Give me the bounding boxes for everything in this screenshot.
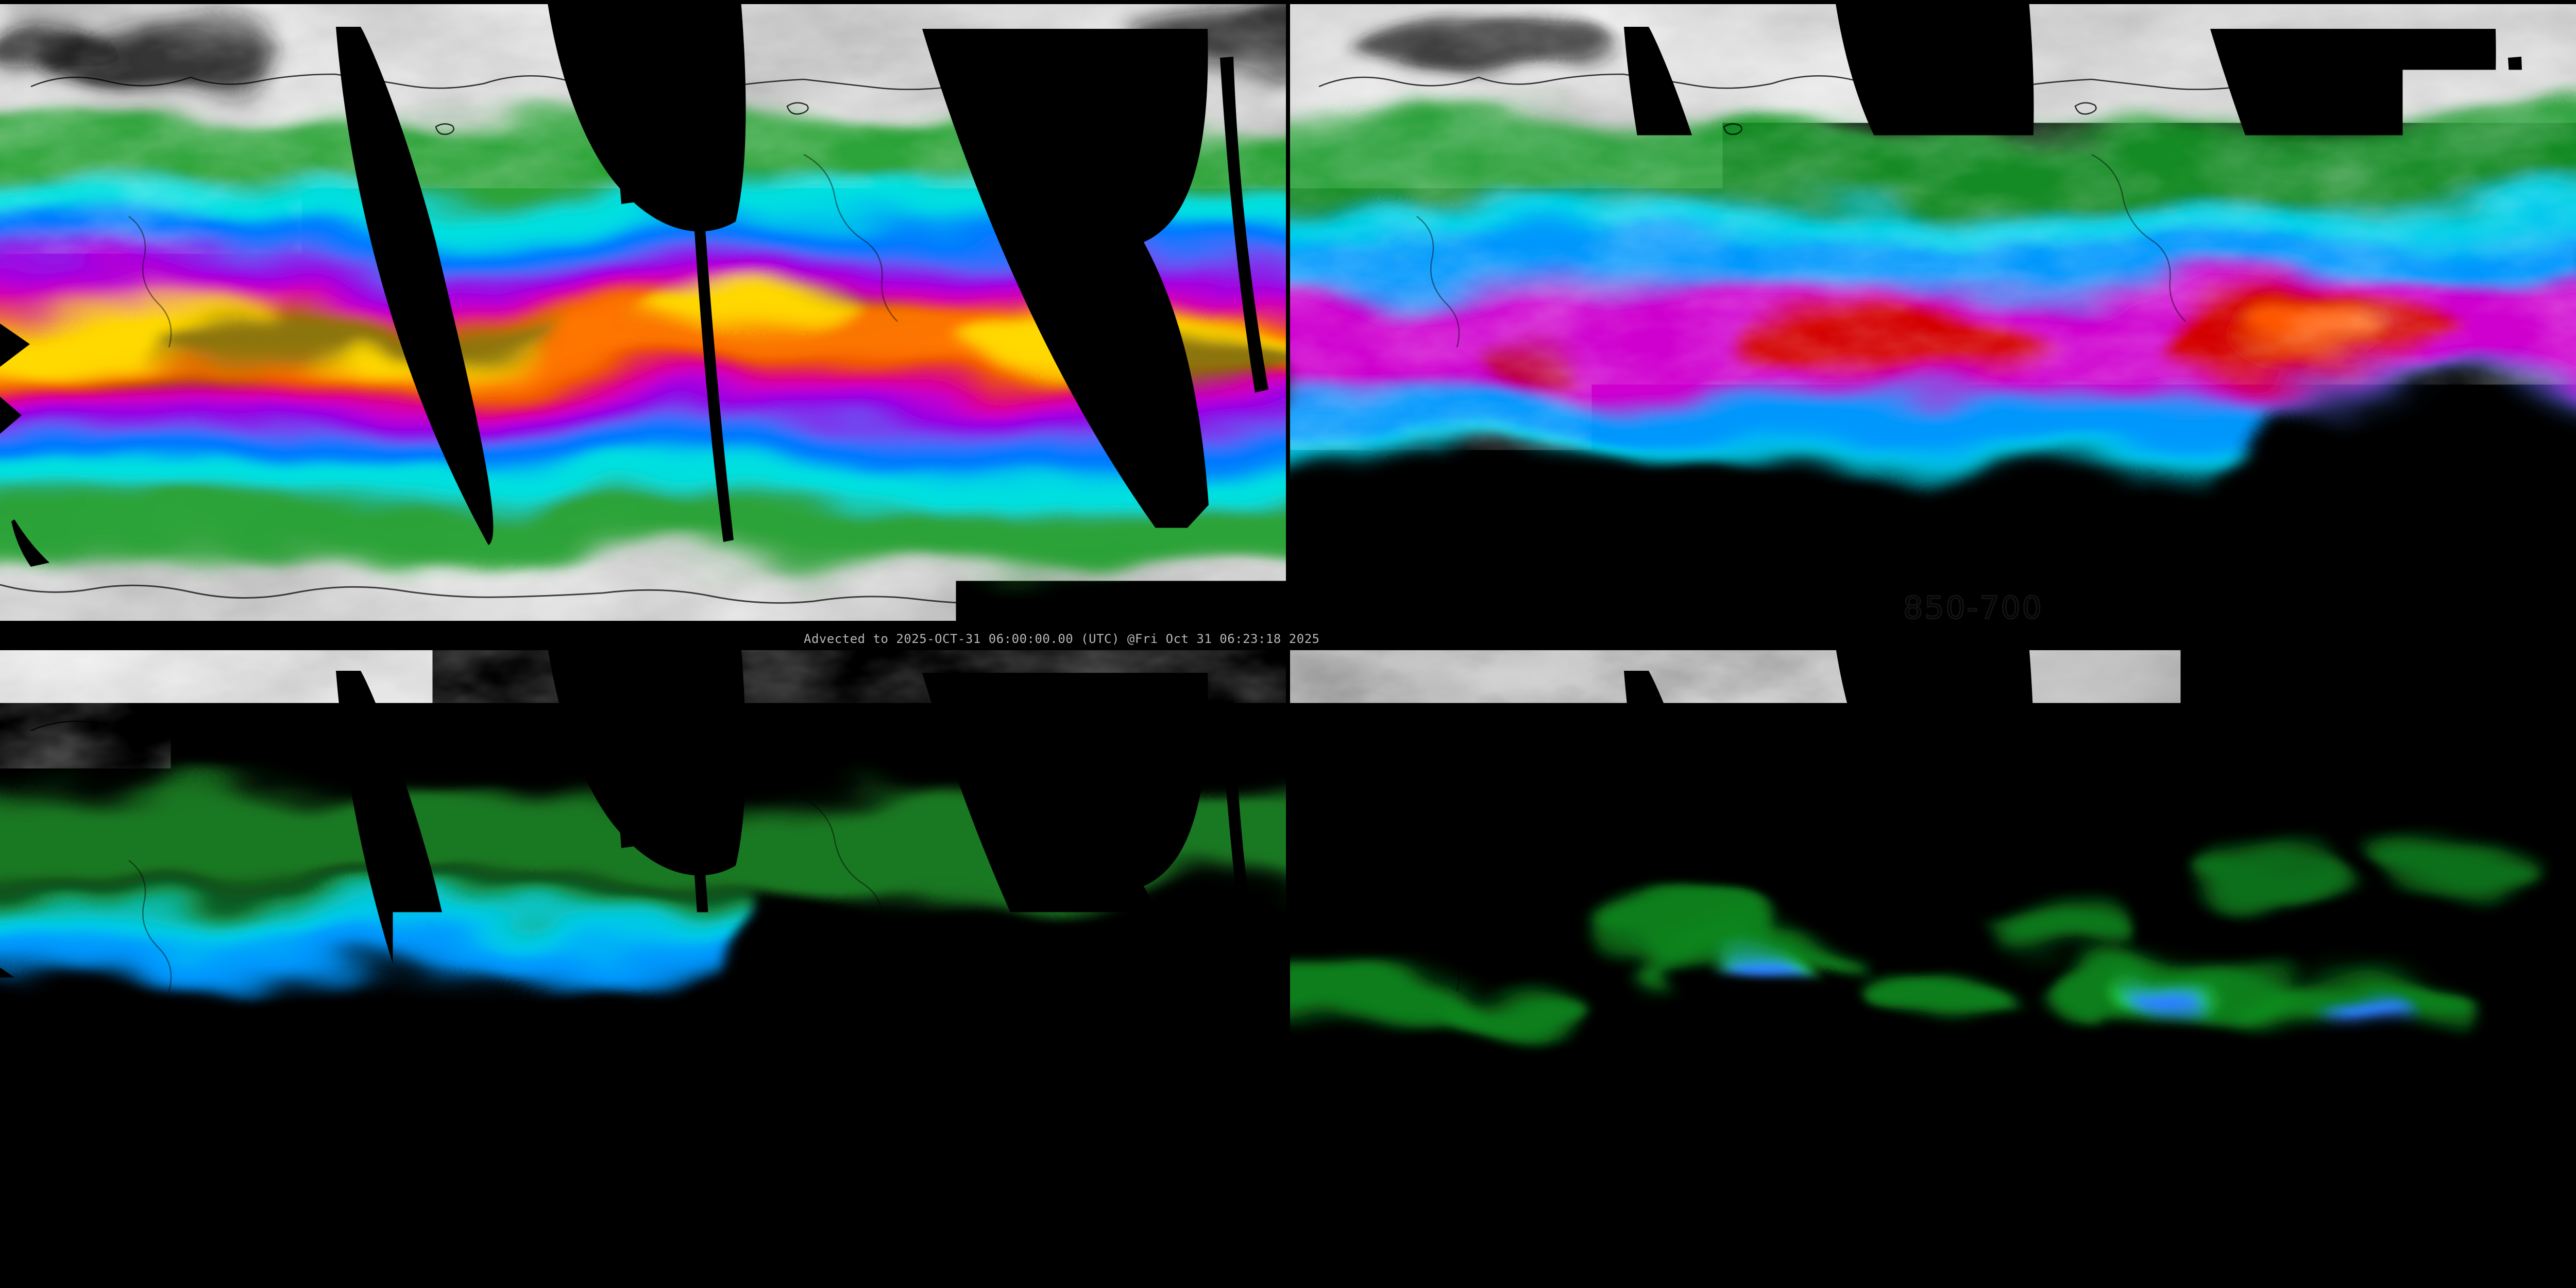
panel-layer-500-300 bbox=[1262, 644, 2576, 1282]
panel-label-700-500: 700-500 bbox=[638, 1217, 778, 1253]
advection-timestamp-caption: Advected to 2025-OCT-31 06:00:00.00 (UTC… bbox=[804, 632, 1320, 646]
panel-layer-700-500 bbox=[0, 644, 1319, 1282]
panel-label-500-300: 500-300 bbox=[1923, 1217, 2063, 1253]
panel-label-850-700: 850-700 bbox=[1903, 590, 2043, 626]
panel-total-precipitable-water bbox=[0, 0, 1340, 621]
panel-layer-850-700 bbox=[1257, 0, 2576, 621]
satellite-tpw-mosaic: { "caption": { "text": "Advected to 2025… bbox=[0, 0, 2576, 1288]
mosaic-canvas: Advected to 2025-OCT-31 06:00:00.00 (UTC… bbox=[0, 0, 2576, 1288]
